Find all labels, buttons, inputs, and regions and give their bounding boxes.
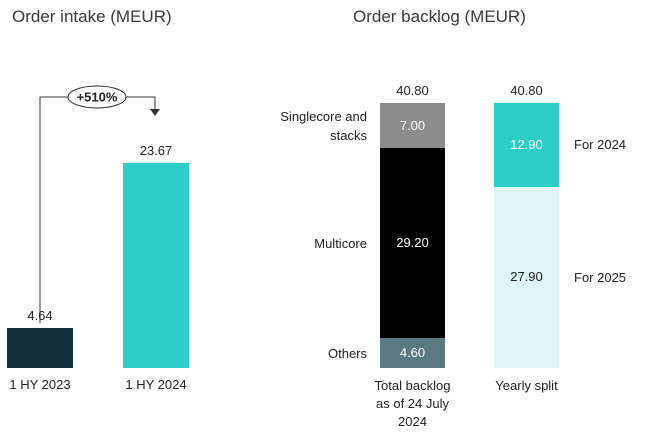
- x-tick-label: 1 HY 2023: [9, 377, 71, 392]
- legend-label: For 2024: [574, 137, 627, 153]
- value-label: 23.67: [139, 143, 173, 158]
- value-label: 29.20: [396, 235, 429, 251]
- chart-title: Order intake (MEUR): [12, 7, 172, 26]
- value-label: 27.90: [510, 269, 543, 285]
- value-label: 4.60: [399, 345, 426, 361]
- total-label: 40.80: [510, 83, 543, 98]
- x-tick-label: 1 HY 2024: [125, 377, 187, 392]
- annotation-ellipse: [67, 85, 127, 109]
- bar-segment: [494, 103, 559, 187]
- total-label: 40.80: [396, 83, 429, 98]
- x-tick-label: Total backlog as of 24 July 2024: [374, 378, 451, 429]
- annotation-arrow: [150, 109, 160, 116]
- bar-segment: [494, 186, 559, 368]
- annotation-line: [125, 96, 156, 110]
- legend-label: Others: [327, 345, 367, 361]
- value-label: 4.64: [27, 307, 53, 323]
- legend-label: Multicore: [314, 235, 367, 251]
- bar-segment: [380, 103, 445, 149]
- bar-segment: [380, 148, 445, 339]
- bar: [7, 327, 73, 368]
- bar: [123, 163, 189, 368]
- x-tick-label: Yearly split: [495, 378, 558, 393]
- annotation-line: [39, 96, 70, 323]
- value-label: 7.00: [399, 117, 426, 133]
- legend-label: For 2025: [574, 269, 627, 285]
- value-label: 12.90: [510, 136, 543, 152]
- legend-label: Singlecore and stacks: [280, 108, 367, 143]
- annotation-text: +510%: [77, 89, 118, 104]
- chart-title: Order backlog (MEUR): [353, 7, 526, 26]
- bar-segment: [380, 338, 445, 368]
